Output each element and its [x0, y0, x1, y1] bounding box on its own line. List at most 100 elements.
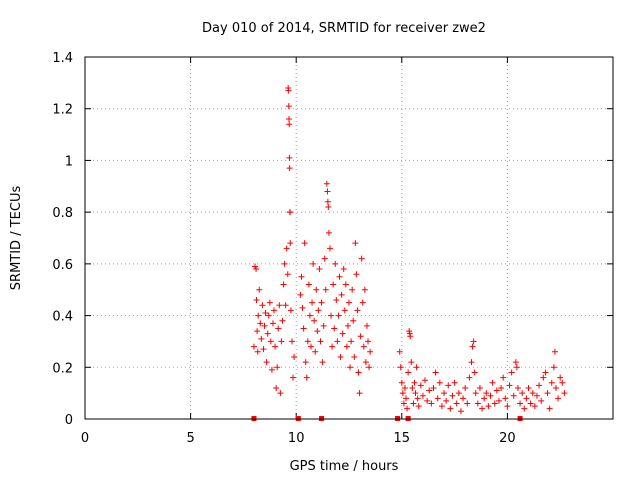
- data-point: [319, 359, 326, 366]
- data-point: [337, 353, 344, 360]
- data-point: [514, 384, 521, 391]
- y-tick-label: 1.2: [52, 103, 73, 118]
- data-point: [365, 338, 372, 345]
- data-point: [325, 229, 332, 236]
- data-point: [287, 240, 294, 247]
- x-axis-label: GPS time / hours: [290, 459, 399, 474]
- data-point: [274, 364, 281, 371]
- data-point: [254, 348, 261, 355]
- data-point: [331, 325, 338, 332]
- data-point: [513, 364, 520, 371]
- data-point: [500, 374, 507, 381]
- data-point: [352, 240, 359, 247]
- data-point: [445, 382, 452, 389]
- data-point: [406, 328, 413, 335]
- data-point: [443, 397, 450, 404]
- data-point: [315, 307, 322, 314]
- data-point: [271, 307, 278, 314]
- data-point: [411, 379, 418, 386]
- data-point: [464, 400, 471, 407]
- y-tick-label: 0.6: [52, 258, 73, 273]
- data-point: [280, 281, 287, 288]
- axis-ticks: [84, 56, 613, 420]
- data-point: [339, 330, 346, 337]
- data-point: [555, 395, 562, 402]
- data-point: [275, 325, 282, 332]
- data-point: [415, 403, 422, 410]
- data-point: [287, 307, 294, 314]
- data-point: [332, 260, 339, 267]
- data-point: [529, 390, 536, 397]
- data-point: [299, 304, 306, 311]
- data-point: [561, 390, 568, 397]
- data-point: [262, 309, 269, 316]
- data-point: [474, 400, 481, 407]
- y-tick-label: 1.4: [52, 51, 73, 66]
- data-point: [343, 343, 350, 350]
- data-point: [324, 188, 331, 195]
- data-point: [542, 369, 549, 376]
- data-point: [441, 390, 448, 397]
- data-point: [272, 343, 279, 350]
- data-point: [257, 320, 264, 327]
- data-point: [316, 266, 323, 273]
- data-point: [265, 312, 272, 319]
- y-axis-label: SRMTID / TECUs: [9, 186, 24, 291]
- data-point: [325, 203, 332, 210]
- data-point: [548, 379, 555, 386]
- x-tick-label: 0: [81, 431, 89, 446]
- grid-lines: [85, 57, 613, 419]
- data-point: [267, 338, 274, 345]
- data-point: [285, 87, 292, 94]
- data-point: [335, 312, 342, 319]
- data-point: [358, 255, 365, 262]
- data-point: [298, 273, 305, 280]
- data-point: [334, 338, 341, 345]
- y-tick-label: 0.8: [52, 206, 73, 221]
- data-point: [290, 374, 297, 381]
- data-point: [471, 369, 478, 376]
- data-point: [540, 374, 547, 381]
- data-point: [523, 395, 530, 402]
- data-point: [276, 302, 283, 309]
- data-point: [493, 387, 500, 394]
- data-point: [297, 291, 304, 298]
- data-point: [263, 359, 270, 366]
- data-points: [250, 85, 568, 415]
- y-tick-label: 0.2: [52, 361, 73, 376]
- data-point: [300, 325, 307, 332]
- chart-title: Day 010 of 2014, SRMTID for receiver zwe…: [202, 21, 486, 36]
- data-point: [551, 348, 558, 355]
- data-point: [462, 384, 469, 391]
- data-point: [256, 286, 263, 293]
- data-point: [436, 379, 443, 386]
- data-point: [533, 392, 540, 399]
- data-point: [313, 286, 320, 293]
- data-point: [404, 405, 411, 412]
- data-point: [268, 366, 275, 373]
- data-point: [413, 364, 420, 371]
- data-point: [407, 333, 414, 340]
- data-point: [485, 403, 492, 410]
- data-point: [360, 343, 367, 350]
- data-point: [422, 377, 429, 384]
- data-point: [354, 307, 361, 314]
- data-point: [546, 405, 553, 412]
- x-tick-label: 10: [288, 431, 305, 446]
- data-point: [305, 281, 312, 288]
- y-tick-label: 0.4: [52, 310, 73, 325]
- data-point: [317, 338, 324, 345]
- data-point: [510, 392, 517, 399]
- data-point: [451, 379, 458, 386]
- data-point: [504, 403, 511, 410]
- data-point: [550, 364, 557, 371]
- data-point: [269, 320, 276, 327]
- data-point: [506, 382, 513, 389]
- data-point: [536, 382, 543, 389]
- data-point: [260, 346, 267, 353]
- data-point: [455, 390, 462, 397]
- data-point: [336, 273, 343, 280]
- data-point: [397, 364, 404, 371]
- data-point: [434, 395, 441, 402]
- data-point: [282, 302, 289, 309]
